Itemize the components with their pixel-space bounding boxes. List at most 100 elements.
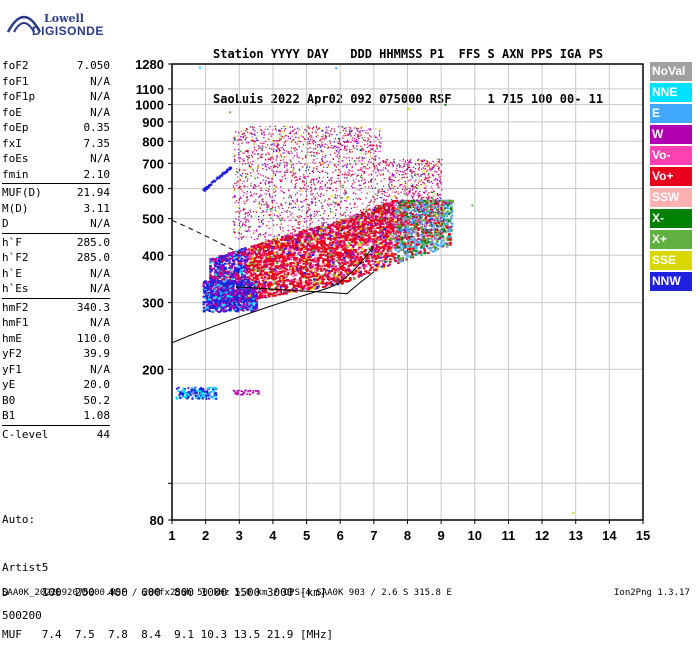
echo-point: [404, 241, 407, 243]
echo-point: [441, 214, 444, 216]
echo-point: [415, 186, 416, 187]
echo-point: [411, 241, 414, 243]
echo-point: [447, 236, 450, 238]
echo-point: [327, 278, 330, 280]
echo-point: [389, 205, 392, 207]
echo-point: [268, 263, 271, 265]
echo-point: [214, 265, 217, 267]
echo-point: [343, 257, 346, 259]
echo-point: [322, 160, 323, 161]
echo-point: [313, 143, 314, 144]
echo-point: [268, 275, 271, 277]
echo-point: [309, 249, 312, 251]
echo-point: [368, 234, 371, 236]
echo-point: [371, 250, 374, 252]
echo-point: [315, 275, 318, 277]
echo-point: [357, 270, 360, 272]
echo-point: [372, 238, 375, 240]
echo-point: [301, 259, 304, 261]
echo-point: [327, 283, 330, 285]
echo-point: [241, 250, 244, 252]
echo-point: [294, 252, 297, 254]
echo-point: [338, 255, 341, 257]
echo-point: [385, 247, 388, 249]
echo-point: [338, 172, 339, 173]
echo-point: [337, 246, 340, 248]
echo-point: [316, 152, 317, 153]
echo-point: [317, 268, 320, 270]
echo-point: [211, 268, 214, 270]
echo-point: [369, 227, 372, 229]
echo-point: [386, 260, 389, 262]
echo-point: [316, 261, 319, 263]
echo-point: [245, 225, 246, 226]
echo-point: [356, 216, 357, 217]
echo-point: [357, 267, 360, 269]
echo-point: [265, 291, 268, 293]
echo-point: [389, 207, 390, 208]
echo-point: [269, 271, 272, 273]
echo-point: [329, 230, 332, 232]
echo-point: [215, 278, 218, 280]
echo-point: [338, 244, 341, 246]
echo-point: [314, 239, 317, 241]
echo-point: [302, 263, 305, 265]
echo-point: [375, 179, 376, 180]
echo-point: [349, 163, 350, 164]
echo-point: [312, 273, 315, 275]
echo-point: [376, 231, 377, 232]
echo-point: [307, 216, 308, 217]
echo-point: [323, 219, 324, 220]
echo-point: [397, 217, 400, 219]
echo-point: [426, 243, 429, 245]
echo-point: [313, 233, 316, 235]
echo-point: [350, 127, 351, 128]
echo-point: [409, 218, 412, 220]
echo-point: [279, 280, 282, 282]
echo-point: [331, 180, 332, 181]
echo-point: [364, 140, 365, 141]
echo-point: [353, 249, 356, 251]
echo-point: [438, 222, 441, 224]
echo-point: [337, 156, 338, 157]
echo-point: [273, 282, 276, 284]
echo-point: [357, 216, 360, 218]
echo-point: [328, 232, 331, 234]
echo-point: [364, 270, 367, 272]
echo-point: [287, 256, 290, 258]
echo-point: [424, 250, 427, 252]
echo-point: [311, 233, 312, 234]
echo-point: [305, 277, 308, 279]
echo-point: [299, 279, 302, 281]
echo-point: [386, 159, 387, 160]
echo-point: [233, 271, 236, 273]
echo-point: [383, 203, 386, 205]
echo-point: [449, 226, 452, 228]
echo-point: [235, 131, 236, 132]
echo-point: [374, 250, 377, 252]
echo-point: [271, 268, 274, 270]
echo-point: [249, 255, 252, 257]
echo-point: [363, 213, 364, 214]
echo-point: [259, 260, 262, 262]
echo-point: [225, 254, 228, 256]
echo-point: [328, 247, 331, 249]
echo-point: [321, 276, 324, 278]
echo-point: [378, 253, 381, 255]
echo-point: [296, 272, 299, 274]
echo-point: [412, 213, 415, 215]
echo-point: [277, 271, 280, 273]
echo-point: [292, 272, 295, 274]
echo-point: [286, 239, 289, 241]
echo-point: [423, 245, 426, 247]
echo-point: [415, 223, 418, 225]
echo-point: [320, 240, 323, 242]
echo-point: [220, 272, 223, 274]
echo-point: [240, 258, 243, 260]
echo-point: [349, 259, 352, 261]
echo-point: [258, 256, 261, 258]
echo-point: [293, 286, 296, 288]
echo-point: [290, 254, 293, 256]
echo-point: [273, 273, 276, 275]
echo-point: [250, 277, 253, 279]
